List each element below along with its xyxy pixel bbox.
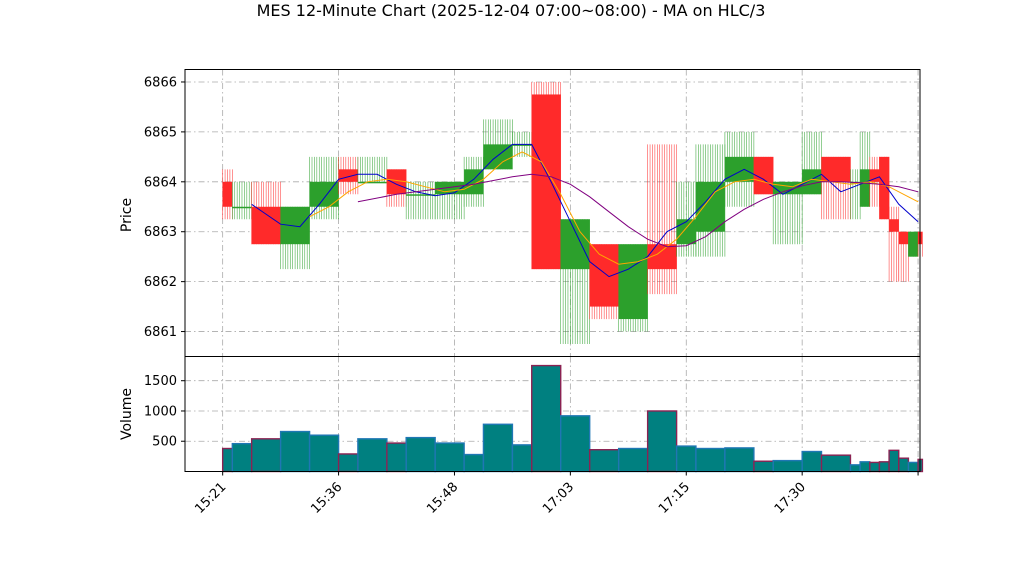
candle-body bbox=[560, 219, 590, 270]
chart-title: MES 12-Minute Chart (2025-12-04 07:00~08… bbox=[257, 1, 766, 20]
candle-body bbox=[589, 244, 619, 307]
candle-body bbox=[753, 156, 774, 195]
volume-bar bbox=[753, 460, 774, 473]
volume-panel: 500 1000 1500 Volume bbox=[119, 356, 924, 473]
price-tick-label: 6861 bbox=[144, 325, 177, 340]
volume-axis-label: Volume bbox=[119, 388, 135, 440]
candle-body bbox=[406, 194, 436, 196]
candle-body bbox=[908, 231, 919, 257]
candle-body bbox=[280, 206, 310, 245]
candle-body bbox=[676, 219, 696, 245]
volume-bar bbox=[405, 436, 436, 473]
candle-body bbox=[251, 206, 281, 245]
volume-bar bbox=[907, 461, 919, 473]
volume-bar bbox=[221, 447, 234, 473]
price-tick-label: 6865 bbox=[144, 125, 177, 140]
x-axis-ticks: 15:21 15:36 15:48 17:03 17:15 17:30 bbox=[192, 471, 919, 517]
volume-bar bbox=[869, 461, 881, 473]
x-tick-label: 15:21 bbox=[192, 480, 229, 517]
candle-body bbox=[386, 169, 407, 195]
volume-panel-frame bbox=[184, 356, 921, 472]
volume-bar bbox=[560, 415, 591, 473]
candle-body bbox=[222, 181, 233, 207]
volume-bar bbox=[482, 423, 514, 473]
candle-body bbox=[821, 156, 851, 182]
volume-bar bbox=[724, 447, 755, 473]
volume-bar bbox=[695, 447, 726, 473]
price-panel: 6861 6862 6863 6864 6865 6866 Price bbox=[119, 69, 923, 357]
volume-bar bbox=[231, 442, 253, 473]
volume-bar bbox=[878, 461, 890, 473]
candle-body bbox=[357, 181, 387, 184]
volume-bar bbox=[308, 434, 340, 473]
volume-tick-label: 500 bbox=[152, 435, 177, 450]
candle-body bbox=[724, 156, 754, 182]
candle-body bbox=[435, 181, 465, 195]
volume-bar bbox=[250, 438, 282, 473]
candle-body bbox=[898, 231, 909, 245]
volume-y-axis-ticks: 500 1000 1500 bbox=[144, 374, 185, 450]
price-axis-label: Price bbox=[119, 198, 135, 232]
volume-bar bbox=[675, 445, 697, 473]
candle-body bbox=[879, 156, 890, 220]
volume-bar bbox=[279, 430, 311, 473]
volume-bar bbox=[337, 453, 359, 473]
candle-body bbox=[889, 219, 899, 232]
candle-body bbox=[802, 169, 822, 195]
price-candles bbox=[222, 81, 923, 345]
candle-body bbox=[464, 169, 484, 195]
candle-body bbox=[232, 206, 252, 209]
volume-bar bbox=[646, 410, 678, 473]
volume-tick-label: 1000 bbox=[144, 404, 177, 419]
volume-bar bbox=[801, 450, 823, 473]
volume-bar bbox=[859, 461, 871, 473]
moving-average-lines bbox=[251, 143, 919, 278]
candle-body bbox=[860, 169, 870, 207]
volume-bar bbox=[820, 454, 852, 473]
volume-bar bbox=[386, 442, 407, 473]
price-tick-label: 6864 bbox=[144, 175, 177, 190]
candle-body bbox=[647, 244, 677, 270]
volume-bar bbox=[898, 457, 910, 473]
volume-bar bbox=[849, 464, 861, 473]
volume-bar bbox=[511, 444, 533, 473]
x-tick-label: 17:15 bbox=[656, 480, 693, 517]
volume-bar bbox=[772, 459, 803, 473]
x-tick-label: 15:48 bbox=[424, 480, 461, 517]
price-tick-label: 6863 bbox=[144, 225, 177, 240]
volume-bar bbox=[888, 449, 900, 473]
volume-bar bbox=[434, 442, 465, 473]
candle-body bbox=[512, 144, 532, 146]
volume-tick-label: 1500 bbox=[144, 374, 177, 389]
x-tick-label: 17:03 bbox=[540, 480, 577, 517]
price-y-axis-ticks: 6861 6862 6863 6864 6865 6866 bbox=[144, 75, 185, 340]
volume-bar bbox=[463, 453, 485, 473]
volume-bar bbox=[531, 364, 562, 473]
moving-average-line bbox=[309, 151, 919, 265]
volume-bars bbox=[221, 364, 924, 473]
candle-body bbox=[531, 94, 561, 270]
candle-body bbox=[618, 244, 648, 320]
volume-bar bbox=[357, 438, 388, 473]
volume-bar bbox=[588, 449, 620, 473]
price-tick-label: 6866 bbox=[144, 75, 177, 90]
candle-body bbox=[773, 181, 803, 195]
price-tick-label: 6862 bbox=[144, 275, 177, 290]
candle-body bbox=[869, 169, 880, 182]
moving-average-line bbox=[357, 173, 919, 248]
x-tick-label: 15:36 bbox=[308, 480, 345, 517]
volume-bar bbox=[617, 447, 649, 473]
candle-body bbox=[338, 169, 358, 182]
x-tick-label: 17:30 bbox=[772, 480, 809, 517]
